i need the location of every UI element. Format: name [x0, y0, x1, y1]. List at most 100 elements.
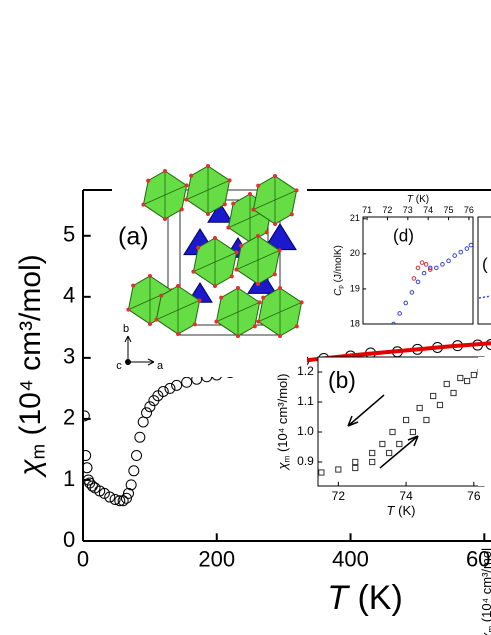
oxygen: [257, 300, 262, 305]
oxygen: [272, 272, 277, 277]
data-point: [440, 262, 445, 267]
axis-label-symbol: χ: [479, 632, 491, 635]
data-point: [391, 321, 396, 324]
oxygen: [273, 174, 277, 178]
oxygen: [234, 267, 239, 272]
axis-label-unit: (K): [413, 194, 429, 205]
data-point: [403, 300, 409, 306]
y-tick-label: 1.2: [297, 364, 314, 378]
data-point: [402, 416, 410, 424]
oxygen: [294, 188, 299, 193]
y-tick-label: 21: [350, 213, 360, 223]
oxygen: [179, 207, 184, 212]
axis-label-symbol: T: [387, 503, 396, 518]
oxygen: [294, 324, 299, 329]
data-point: [415, 265, 421, 271]
octahedron-edge: [253, 176, 297, 224]
y-tick-label: 1: [63, 466, 75, 491]
data-point: [386, 449, 393, 457]
inset-background: [318, 357, 484, 486]
y-tick-label: 3: [63, 344, 75, 369]
tetrahedron: [207, 202, 233, 223]
octahedron-edge: [156, 286, 200, 334]
axis-letter: a: [157, 360, 164, 372]
data-point: [98, 487, 110, 499]
octahedron-edge: [143, 171, 187, 219]
oxygen: [219, 295, 224, 300]
data-point: [411, 276, 417, 281]
x-tick-label: 76: [467, 489, 481, 503]
data: [318, 368, 484, 476]
axis-letter: c: [116, 360, 122, 372]
oxygen: [227, 178, 232, 183]
oxygen: [146, 178, 151, 183]
data-point: [463, 377, 471, 385]
oxygen: [197, 298, 202, 303]
axis-label-symbol: C: [333, 288, 344, 296]
data-point: [468, 242, 473, 248]
data-point: [409, 290, 415, 295]
oxygen: [277, 248, 282, 253]
oxygen: [214, 319, 219, 324]
octahedron-edge: [236, 236, 280, 284]
axis-label-symbol: χ: [14, 459, 47, 479]
axis-arrow: [124, 335, 155, 366]
inset-chart: 71 72 73 74 75 76 18 19 20 21 (d) T (K) Cp (J/molK): [333, 194, 474, 329]
panel-label: (d): [393, 227, 414, 246]
data-point: [423, 416, 430, 424]
data-point: [458, 249, 464, 255]
oxygen: [184, 197, 189, 202]
data-point: [409, 428, 416, 436]
y-tick-label: 1.1: [297, 394, 314, 408]
data-point: [83, 462, 93, 474]
axis-label-subscript: m: [486, 626, 491, 633]
y-tick-label: 19: [350, 283, 360, 293]
data-point: [122, 487, 134, 499]
data-point: [450, 389, 457, 397]
axis-label-unit: (10⁴ cm³/mol): [275, 374, 290, 456]
octahedron-edge: [193, 238, 237, 286]
oxygen: [148, 274, 152, 278]
data-point: [464, 246, 470, 251]
data-point: [352, 458, 359, 466]
axis-letter: b: [123, 323, 129, 335]
y-tick-label: 4: [63, 283, 75, 308]
oxygen: [213, 236, 217, 240]
data-point: [141, 407, 153, 419]
oxygen: [261, 295, 266, 300]
oxygen: [278, 334, 282, 338]
y-tick-label: 20: [350, 248, 360, 258]
data-point: [117, 495, 129, 507]
oxygen: [289, 212, 294, 217]
x-tick-label: 75: [444, 205, 454, 215]
oxygen: [213, 284, 217, 288]
partial-inset: (χm (10⁴ cm³/mol: [477, 216, 491, 635]
axis-label: χm (10⁴ cm³/mol: [479, 548, 491, 635]
x-tick-label: 73: [403, 205, 413, 215]
oxygen: [141, 202, 146, 207]
y-tick-label: 18: [350, 318, 360, 328]
oxygen: [229, 274, 234, 279]
oxygen: [256, 234, 260, 238]
data-point: [427, 267, 433, 272]
data-point: [457, 374, 464, 382]
data-point: [416, 404, 423, 412]
axis-label-unit: (K): [395, 503, 416, 518]
data-point: [452, 253, 457, 258]
x-tick-label: 74: [423, 205, 433, 215]
oxygen: [163, 169, 167, 173]
y-tick-label: 0: [63, 527, 75, 552]
data-point: [415, 279, 421, 285]
axis-label-unit: (J/molK): [333, 245, 344, 285]
x-tick-label: 76: [464, 205, 474, 215]
oxygen: [159, 293, 164, 298]
main-chart: 0200400600012345T (K)χm (10⁴ cm³/mol): [14, 189, 491, 617]
x-tick-label: 72: [382, 205, 392, 215]
data-point: [134, 431, 146, 443]
data-point: [352, 464, 359, 472]
data-point: [114, 495, 126, 507]
panel-label: (b): [328, 367, 356, 393]
oxygen: [126, 307, 131, 312]
data-point: [157, 385, 169, 397]
data: [391, 242, 473, 324]
